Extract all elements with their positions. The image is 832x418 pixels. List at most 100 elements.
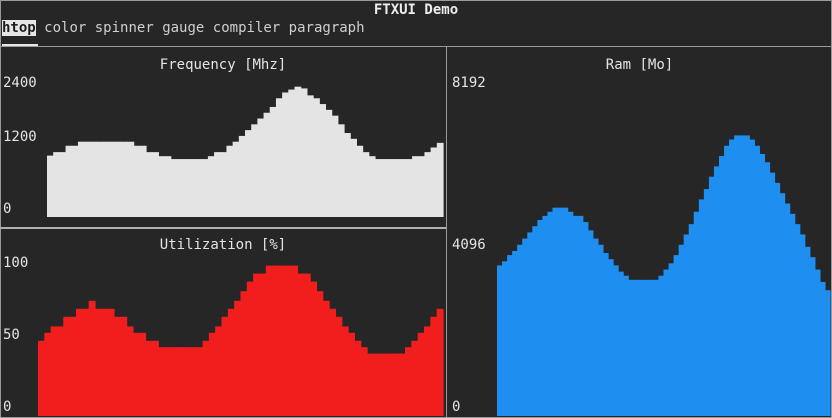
- frequency-bar: [331, 115, 339, 217]
- utilization-bar: [196, 347, 204, 416]
- frequency-bar: [226, 145, 234, 217]
- frequency-bar: [71, 145, 79, 217]
- tab-gauge[interactable]: gauge: [162, 20, 205, 36]
- ram-bar: [638, 279, 644, 416]
- utilization-bar: [63, 316, 71, 416]
- ram-bar: [663, 269, 670, 416]
- frequency-bar: [362, 152, 370, 217]
- ram-bar: [824, 290, 831, 416]
- frequency-bar: [405, 159, 413, 217]
- ram-bar: [739, 135, 745, 416]
- ram-bar: [512, 250, 518, 416]
- utilization-bar: [227, 308, 235, 416]
- frequency-bar: [424, 152, 432, 217]
- ram-bar: [653, 279, 660, 416]
- frequency-bar: [319, 104, 327, 217]
- utilization-tick-max: 100: [3, 255, 29, 271]
- ram-bar: [708, 176, 715, 416]
- utilization-bar: [392, 353, 400, 416]
- ram-bar: [517, 244, 523, 416]
- frequency-bar: [96, 141, 104, 217]
- utilization-bar: [405, 347, 412, 416]
- ram-bar: [613, 265, 619, 416]
- utilization-bar: [354, 340, 362, 416]
- utilization-bar: [221, 316, 229, 416]
- frequency-panel-title: Frequency [Mhz]: [159, 57, 287, 73]
- utilization-bar: [348, 332, 356, 416]
- utilization-bar: [69, 316, 77, 416]
- utilization-bar: [316, 291, 324, 416]
- utilization-bar: [272, 265, 280, 416]
- tab-color[interactable]: color: [44, 20, 87, 36]
- frequency-bar: [430, 147, 438, 217]
- frequency-bar: [195, 159, 203, 217]
- ram-bar: [784, 203, 791, 416]
- frequency-bar: [387, 159, 395, 217]
- frequency-bar: [90, 141, 98, 217]
- frequency-bar: [368, 156, 376, 217]
- app-title: FTXUI Demo: [373, 2, 459, 18]
- utilization-bar: [278, 265, 286, 416]
- ram-bar: [532, 226, 538, 416]
- utilization-bar: [373, 353, 381, 416]
- ram-bar: [759, 154, 766, 416]
- ram-bar: [623, 275, 629, 416]
- frequency-bar: [374, 159, 382, 217]
- tab-spinner[interactable]: spinner: [94, 20, 154, 36]
- ram-bar: [819, 281, 826, 416]
- ram-bar: [587, 230, 594, 416]
- utilization-bar: [297, 273, 305, 416]
- utilization-bar: [259, 273, 267, 416]
- utilization-bar: [424, 326, 431, 416]
- ram-bar: [537, 220, 544, 416]
- frequency-bar: [220, 152, 228, 217]
- utilization-bar: [88, 300, 96, 416]
- ram-bar: [769, 172, 776, 416]
- ram-bar: [577, 215, 584, 416]
- frequency-bar: [356, 145, 364, 217]
- frequency-bar: [133, 145, 141, 217]
- ram-bar: [809, 257, 816, 416]
- frequency-bar: [263, 112, 271, 217]
- utilization-bar: [164, 347, 172, 416]
- utilization-bar: [240, 291, 248, 416]
- utilization-bar: [253, 273, 261, 416]
- frequency-bar: [158, 156, 166, 217]
- utilization-bar: [151, 340, 159, 416]
- frequency-bar: [77, 141, 85, 217]
- utilization-bar: [44, 332, 52, 416]
- ram-bar: [794, 224, 801, 416]
- utilization-bar: [265, 265, 273, 416]
- tab-paragraph[interactable]: paragraph: [288, 20, 365, 36]
- ram-tick-max: 8192: [452, 75, 486, 91]
- frequency-bar: [47, 155, 54, 217]
- ram-bar: [502, 261, 508, 416]
- tab-compiler[interactable]: compiler: [212, 20, 281, 36]
- ram-bar: [698, 199, 705, 416]
- ram-bar: [724, 145, 730, 416]
- frequency-bar: [170, 159, 178, 217]
- utilization-bar: [436, 308, 444, 416]
- ram-bar: [602, 253, 609, 416]
- ram-bar: [789, 213, 796, 416]
- utilization-bar: [398, 353, 406, 416]
- utilization-bar: [50, 326, 58, 416]
- ram-bar: [557, 207, 564, 416]
- utilization-bar: [82, 308, 90, 416]
- utilization-bar: [120, 316, 128, 416]
- tab-htop[interactable]: htop: [2, 20, 36, 36]
- ram-tick-min: 0: [452, 399, 461, 415]
- ram-bar: [764, 162, 771, 416]
- ram-bar: [749, 139, 755, 416]
- frequency-bar: [127, 141, 135, 217]
- ram-bar: [658, 275, 665, 416]
- frequency-bar: [313, 98, 320, 217]
- utilization-chart: [38, 265, 444, 416]
- frequency-tick-mid: 1200: [3, 129, 37, 145]
- frequency-bar: [176, 159, 184, 217]
- ram-bar: [729, 139, 735, 416]
- frequency-bar: [282, 92, 289, 217]
- frequency-bar: [306, 95, 314, 218]
- ram-bar: [582, 222, 589, 416]
- ram-bar: [633, 279, 639, 416]
